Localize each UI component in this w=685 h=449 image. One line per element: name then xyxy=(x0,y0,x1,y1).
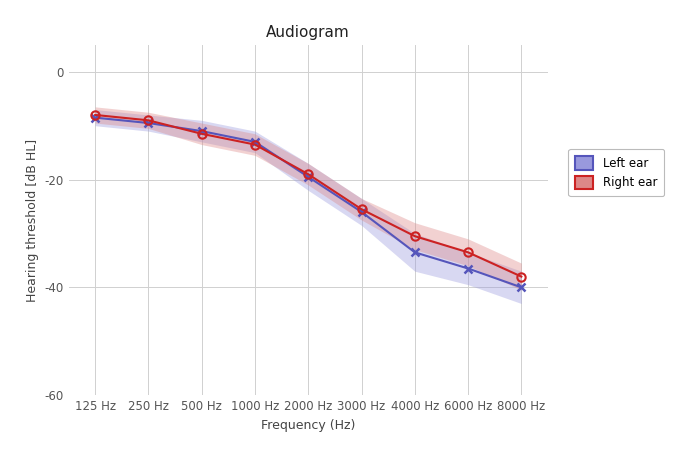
X-axis label: Frequency (Hz): Frequency (Hz) xyxy=(261,418,356,431)
Legend: Left ear, Right ear: Left ear, Right ear xyxy=(569,149,664,196)
Y-axis label: Hearing threshold [dB HL]: Hearing threshold [dB HL] xyxy=(26,138,39,302)
Title: Audiogram: Audiogram xyxy=(266,25,350,40)
